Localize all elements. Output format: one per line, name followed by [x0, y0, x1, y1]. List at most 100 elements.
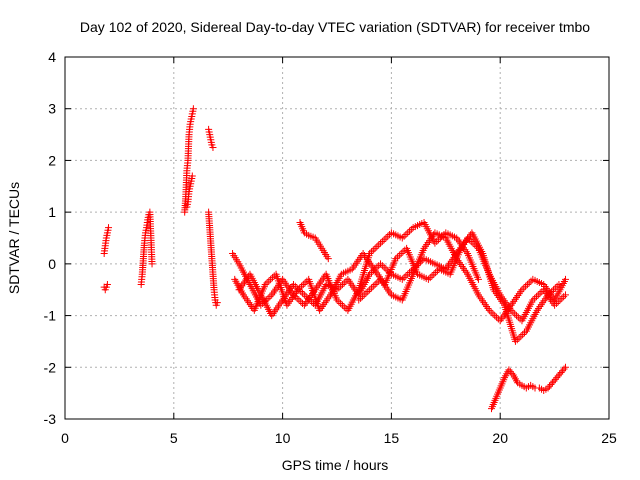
x-tick-label: 15 [384, 430, 400, 446]
data-point [544, 384, 552, 392]
data-point [377, 260, 385, 268]
data-point [474, 275, 482, 283]
data-point [561, 291, 569, 299]
data-point-interp [550, 286, 558, 294]
data-point-interp [395, 251, 403, 259]
data-point-interp [394, 253, 402, 261]
y-axis-label: SDTVAR / TECUs [6, 182, 22, 294]
data-point [398, 234, 406, 242]
data-point [148, 260, 156, 268]
data-point-interp [266, 293, 274, 301]
data-point [366, 270, 374, 278]
y-tick-label: 3 [48, 101, 56, 117]
data-point-interp [547, 381, 555, 389]
data-point-interp [527, 277, 535, 285]
data-point-interp [293, 284, 301, 292]
data-point-interp [301, 279, 309, 287]
data-point [289, 281, 297, 289]
y-tick-label: -1 [44, 308, 57, 324]
data-point-interp [335, 298, 343, 306]
data-point [324, 255, 332, 263]
y-tick-label: 1 [48, 204, 56, 220]
data-point-interp [373, 243, 381, 251]
data-point-interp [371, 281, 379, 289]
data-point-interp [304, 294, 312, 302]
data-points [100, 105, 569, 413]
data-point-interp [406, 227, 414, 235]
data-point [553, 374, 561, 382]
data-point-interp [299, 281, 307, 289]
data-point-interp [358, 293, 366, 301]
data-point-interp [556, 370, 564, 378]
plot-frame [64, 56, 610, 420]
data-point-interp [426, 274, 434, 282]
data-point-interp [554, 298, 562, 306]
data-point-interp [551, 375, 559, 383]
data-point-interp [302, 293, 310, 301]
data-point-interp [511, 310, 519, 318]
x-tick-label: 0 [61, 430, 69, 446]
data-point-interp [520, 329, 528, 337]
data-point-interp [268, 274, 276, 282]
axis-ticks [64, 56, 610, 420]
data-point-interp [514, 313, 522, 321]
data-point-interp [532, 293, 540, 301]
y-tick-label: -3 [44, 411, 57, 427]
data-point-interp [295, 296, 303, 304]
data-point-interp [338, 301, 346, 309]
data-point [377, 239, 385, 247]
data-point-interp [369, 282, 377, 290]
data-point [424, 275, 432, 283]
data-point-interp [560, 365, 568, 373]
data-point-interp [360, 291, 368, 299]
data-point-interp [513, 336, 521, 344]
data-point [209, 144, 217, 151]
data-point [518, 286, 526, 294]
x-axis-label: GPS time / hours [282, 457, 389, 473]
data-point-interp [508, 369, 516, 377]
data-point-interp [397, 250, 405, 258]
data-point-interp [435, 236, 443, 244]
y-tick-label: 0 [48, 256, 56, 272]
data-point-interp [433, 237, 441, 245]
data-point-interp [558, 294, 566, 302]
data-point-interp [473, 243, 481, 251]
data-point-interp [367, 284, 375, 292]
data-point [213, 299, 221, 307]
data-point-interp [263, 279, 271, 287]
data-point [333, 296, 341, 304]
data-point-interp [402, 231, 410, 239]
data-point-interp [378, 237, 386, 245]
y-tick-label: 2 [48, 152, 56, 168]
data-point-interp [367, 248, 375, 256]
data-point-interp [338, 281, 346, 289]
data-point-interp [369, 267, 377, 275]
data-point-interp [433, 267, 441, 275]
data-point [355, 296, 363, 304]
data-point [548, 379, 556, 387]
data-point [398, 275, 406, 283]
data-point-interp [378, 262, 386, 270]
data-point-interp [491, 312, 499, 320]
y-tick-label: -2 [44, 359, 57, 375]
data-point-interp [519, 331, 527, 339]
data-point-interp [407, 225, 415, 233]
data-point [189, 105, 197, 113]
data-point-interp [291, 282, 299, 290]
data-point-interp [306, 296, 314, 304]
data-point [561, 363, 569, 371]
data-point-interp [520, 284, 528, 292]
data-point-interp [487, 308, 495, 316]
data-point [103, 281, 111, 289]
data-point [485, 306, 493, 314]
data-point-interp [373, 279, 381, 287]
data-point-interp [432, 268, 440, 276]
x-tick-label: 25 [601, 430, 617, 446]
data-point-interp [404, 229, 412, 237]
data-point-interp [371, 244, 379, 252]
x-tick-label: 20 [492, 430, 508, 446]
data-point-interp [264, 294, 272, 302]
data-point [511, 337, 519, 345]
data-point-interp [373, 263, 381, 271]
